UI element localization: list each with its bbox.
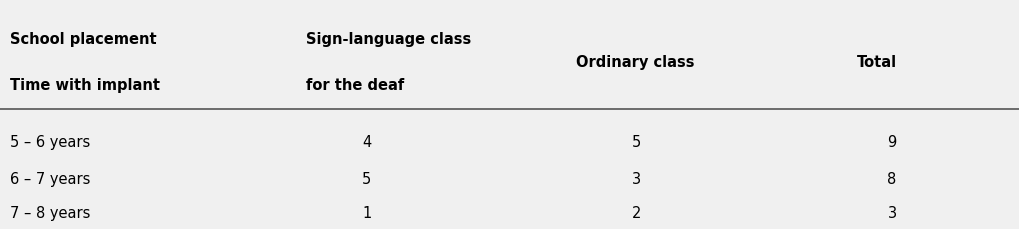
- Text: Sign-language class: Sign-language class: [306, 31, 471, 46]
- Text: Total: Total: [857, 54, 897, 69]
- Text: 6 – 7 years: 6 – 7 years: [10, 171, 91, 186]
- Text: 4: 4: [362, 134, 372, 150]
- Text: 1: 1: [362, 205, 372, 221]
- Text: for the deaf: for the deaf: [306, 77, 404, 92]
- Text: Time with implant: Time with implant: [10, 77, 160, 92]
- Text: 3: 3: [888, 205, 897, 221]
- Text: 5: 5: [632, 134, 642, 150]
- Text: School placement: School placement: [10, 31, 157, 46]
- Text: 5: 5: [362, 171, 372, 186]
- Text: 8: 8: [888, 171, 897, 186]
- Text: 5 – 6 years: 5 – 6 years: [10, 134, 91, 150]
- Text: 2: 2: [632, 205, 642, 221]
- Text: 3: 3: [633, 171, 641, 186]
- Text: 7 – 8 years: 7 – 8 years: [10, 205, 91, 221]
- Text: 9: 9: [888, 134, 897, 150]
- Text: Ordinary class: Ordinary class: [576, 54, 694, 69]
